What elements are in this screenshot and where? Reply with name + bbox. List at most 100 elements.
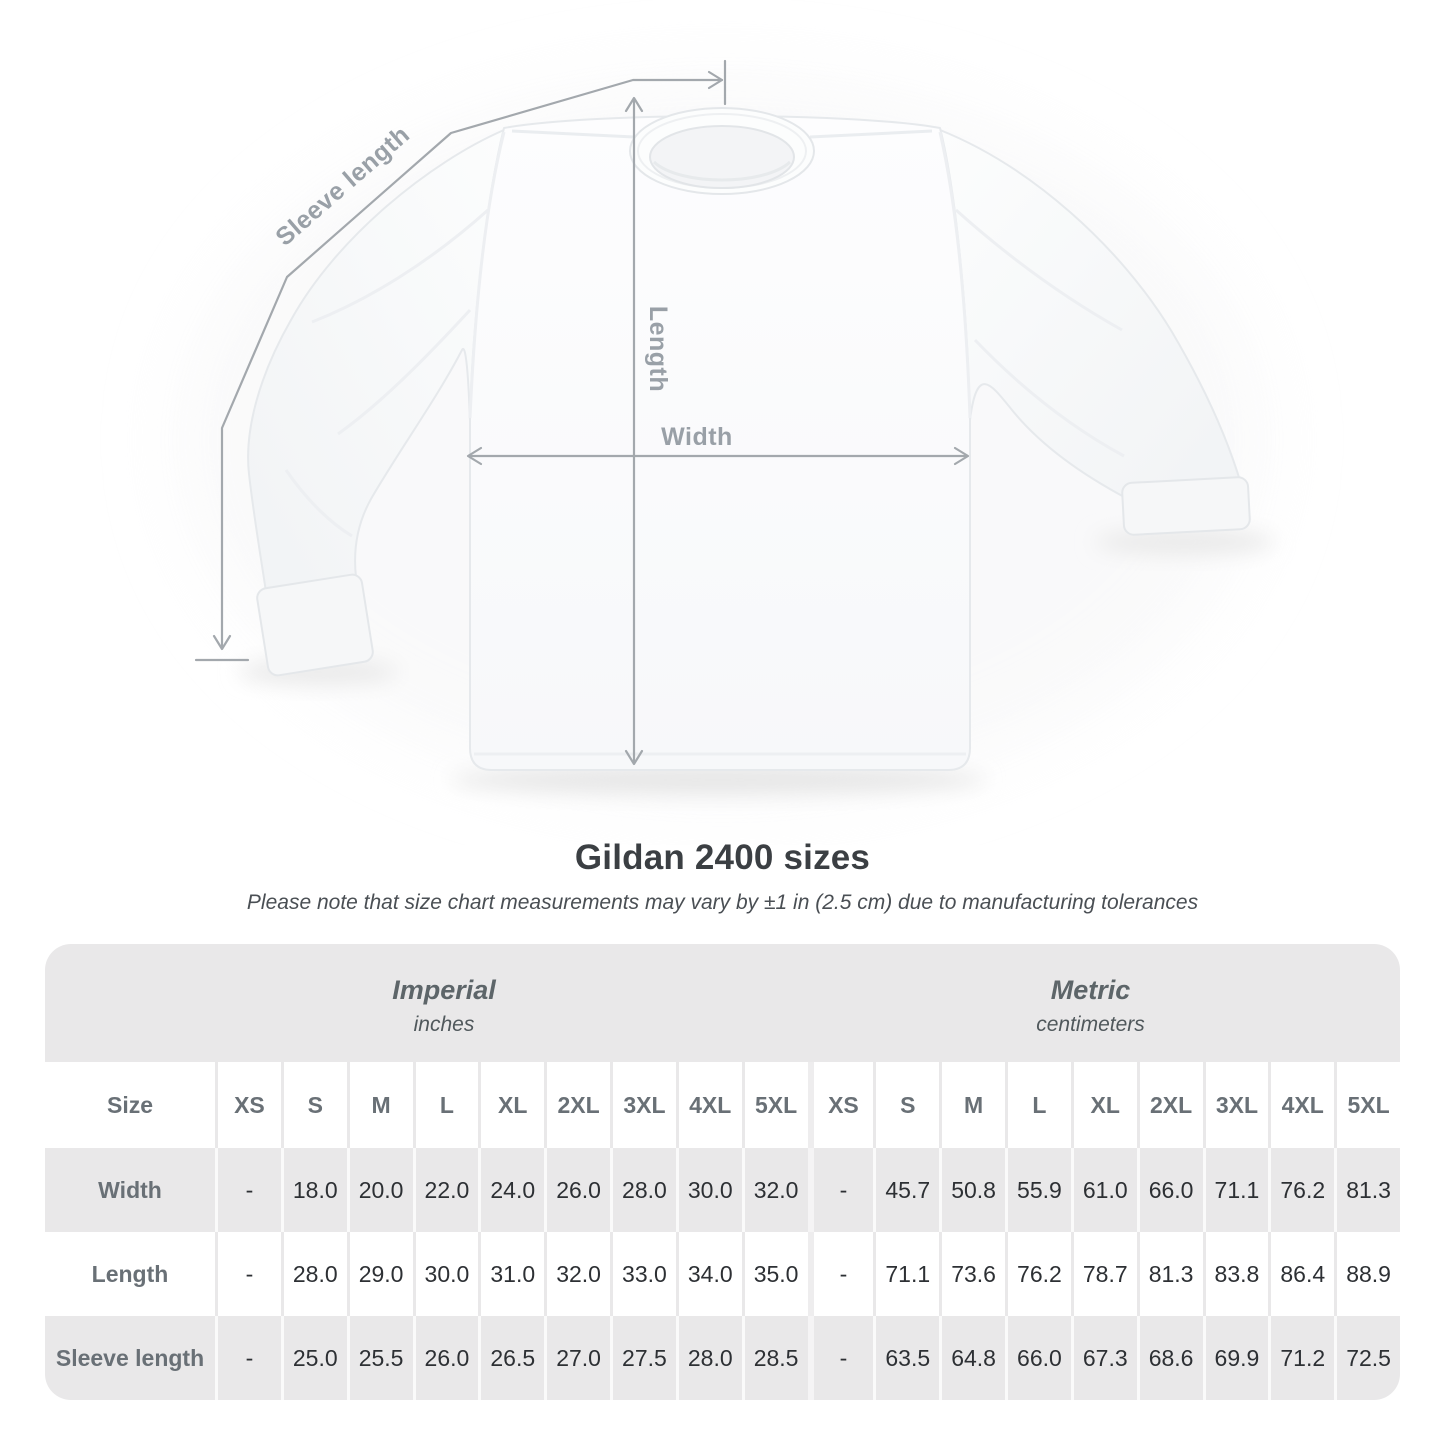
- sleeve-length-arrow-down: [212, 634, 232, 651]
- table-cell-metric: 72.5: [1334, 1316, 1400, 1400]
- unit-band: Imperial inches Metric centimeters: [45, 944, 1400, 1062]
- table-cell-metric: 71.1: [873, 1232, 939, 1316]
- table-cell-metric: -: [807, 1232, 874, 1316]
- table-cell-metric: -: [807, 1316, 874, 1400]
- shirt-diagram-svg: Sleeve length Length Width: [182, 59, 1275, 800]
- table-cell-metric: 71.2: [1268, 1316, 1334, 1400]
- shirt-seams: [284, 129, 1125, 756]
- size-col-header-imperial: 4XL: [675, 1062, 742, 1148]
- imperial-unit: inches: [413, 1013, 475, 1036]
- table-cell-imperial: 30.0: [412, 1232, 479, 1316]
- table-cell-imperial: 24.0: [478, 1148, 544, 1232]
- length-arrow-down: [624, 749, 644, 766]
- table-cell-imperial: 28.0: [280, 1232, 347, 1316]
- imperial-group-header: Imperial inches: [45, 944, 807, 1062]
- table-cell-metric: 64.8: [939, 1316, 1005, 1400]
- measurement-lines: [194, 59, 970, 766]
- table-cell-metric: 66.0: [1005, 1316, 1071, 1400]
- size-col-header-metric: L: [1005, 1062, 1071, 1148]
- table-cell-imperial: 20.0: [346, 1148, 413, 1232]
- shirt-right-cuff: [1121, 476, 1251, 536]
- table-cell-imperial: 22.0: [412, 1148, 479, 1232]
- row-label: Length: [91, 1260, 169, 1287]
- table-cell-metric: 69.9: [1202, 1316, 1269, 1400]
- table-cell-imperial: 30.0: [675, 1148, 742, 1232]
- width-label: Width: [661, 423, 733, 451]
- table-cell-imperial: 26.0: [412, 1316, 479, 1400]
- imperial-title: Imperial: [392, 975, 496, 1005]
- row-label: Sleeve length: [55, 1344, 205, 1371]
- size-col-header-metric: XS: [807, 1062, 874, 1148]
- size-col-header-metric: 5XL: [1334, 1062, 1400, 1148]
- size-col-header-imperial: S: [280, 1062, 347, 1148]
- size-col-header-metric: 3XL: [1202, 1062, 1269, 1148]
- size-col-header-imperial: 3XL: [610, 1062, 676, 1148]
- table-cell-imperial: 25.0: [280, 1316, 347, 1400]
- table-cell-metric: 66.0: [1136, 1148, 1203, 1232]
- sleeve-length-line: [220, 78, 724, 650]
- table-cell-imperial: 29.0: [346, 1232, 413, 1316]
- table-cell-metric: 55.9: [1005, 1148, 1071, 1232]
- width-arrow-right: [953, 446, 970, 466]
- shirt-illustration: [247, 107, 1251, 771]
- size-col-header-imperial: XS: [215, 1062, 281, 1148]
- table-cell-imperial: 28.5: [741, 1316, 808, 1400]
- size-col-header-imperial: L: [412, 1062, 479, 1148]
- table-cell-metric: 81.3: [1136, 1232, 1203, 1316]
- table-cell-metric: 63.5: [873, 1316, 939, 1400]
- table-cell-imperial: 26.5: [478, 1316, 544, 1400]
- table-cell-imperial: 18.0: [280, 1148, 347, 1232]
- table-cell-metric: 61.0: [1070, 1148, 1137, 1232]
- table-cell-metric: 76.2: [1268, 1148, 1334, 1232]
- width-arrow-left: [466, 446, 483, 466]
- table-cell-imperial: 33.0: [610, 1232, 676, 1316]
- table-cell-imperial: -: [215, 1316, 281, 1400]
- table-cell-metric: 73.6: [939, 1232, 1005, 1316]
- table-cell-metric: 67.3: [1070, 1316, 1137, 1400]
- metric-title: Metric: [1050, 975, 1131, 1005]
- table-cell-imperial: 34.0: [675, 1232, 742, 1316]
- size-corner-header: Size: [106, 1091, 154, 1118]
- length-arrow-up: [624, 96, 644, 113]
- size-col-header-imperial: M: [346, 1062, 413, 1148]
- metric-group-header: Metric centimeters: [807, 944, 1400, 1062]
- row-label: Width: [98, 1176, 162, 1203]
- table-cell-metric: 71.1: [1202, 1148, 1269, 1232]
- table-cell-imperial: 28.0: [610, 1148, 676, 1232]
- size-col-header-metric: M: [939, 1062, 1005, 1148]
- table-cell-imperial: -: [215, 1148, 281, 1232]
- size-col-header-metric: S: [873, 1062, 939, 1148]
- shirt-left-cuff: [256, 573, 374, 677]
- page-subtitle: Please note that size chart measurements…: [246, 891, 1199, 914]
- table-cell-metric: 68.6: [1136, 1316, 1203, 1400]
- size-table: Imperial inches Metric centimeters Size X…: [45, 944, 1400, 1400]
- size-table-rows: Size XS S M L XL 2XL 3XL 4XL 5XL XS S M L XL 2XL 3XL 4XL 5…: [45, 1062, 1400, 1400]
- table-cell-imperial: 31.0: [478, 1232, 544, 1316]
- length-label: Length: [644, 306, 672, 392]
- size-col-header-metric: 4XL: [1268, 1062, 1334, 1148]
- table-cell-imperial: 26.0: [544, 1148, 610, 1232]
- table-cell-metric: 45.7: [873, 1148, 939, 1232]
- table-cell-metric: 50.8: [939, 1148, 1005, 1232]
- size-col-header-metric: 2XL: [1136, 1062, 1203, 1148]
- size-col-header-imperial: 2XL: [544, 1062, 610, 1148]
- table-cell-metric: 88.9: [1334, 1232, 1400, 1316]
- table-cell-imperial: 27.5: [610, 1316, 676, 1400]
- table-cell-metric: -: [807, 1148, 874, 1232]
- table-cell-imperial: 28.0: [675, 1316, 742, 1400]
- table-cell-imperial: 32.0: [544, 1232, 610, 1316]
- table-cell-metric: 78.7: [1070, 1232, 1137, 1316]
- table-cell-imperial: 32.0: [741, 1148, 808, 1232]
- sleeve-length-arrow-right: [707, 70, 724, 90]
- table-cell-imperial: 25.5: [346, 1316, 413, 1400]
- table-cell-metric: 76.2: [1005, 1232, 1071, 1316]
- page-title: Gildan 2400 sizes: [574, 838, 871, 877]
- shirt-diagram: Sleeve length Length Width: [182, 59, 1275, 800]
- size-col-header-imperial: XL: [478, 1062, 544, 1148]
- table-cell-imperial: 35.0: [741, 1232, 808, 1316]
- shirt-collar-opening: [649, 125, 795, 189]
- table-cell-metric: 81.3: [1334, 1148, 1400, 1232]
- size-col-header-imperial: 5XL: [741, 1062, 808, 1148]
- heading: Gildan 2400 sizes Please note that size …: [0, 838, 1445, 915]
